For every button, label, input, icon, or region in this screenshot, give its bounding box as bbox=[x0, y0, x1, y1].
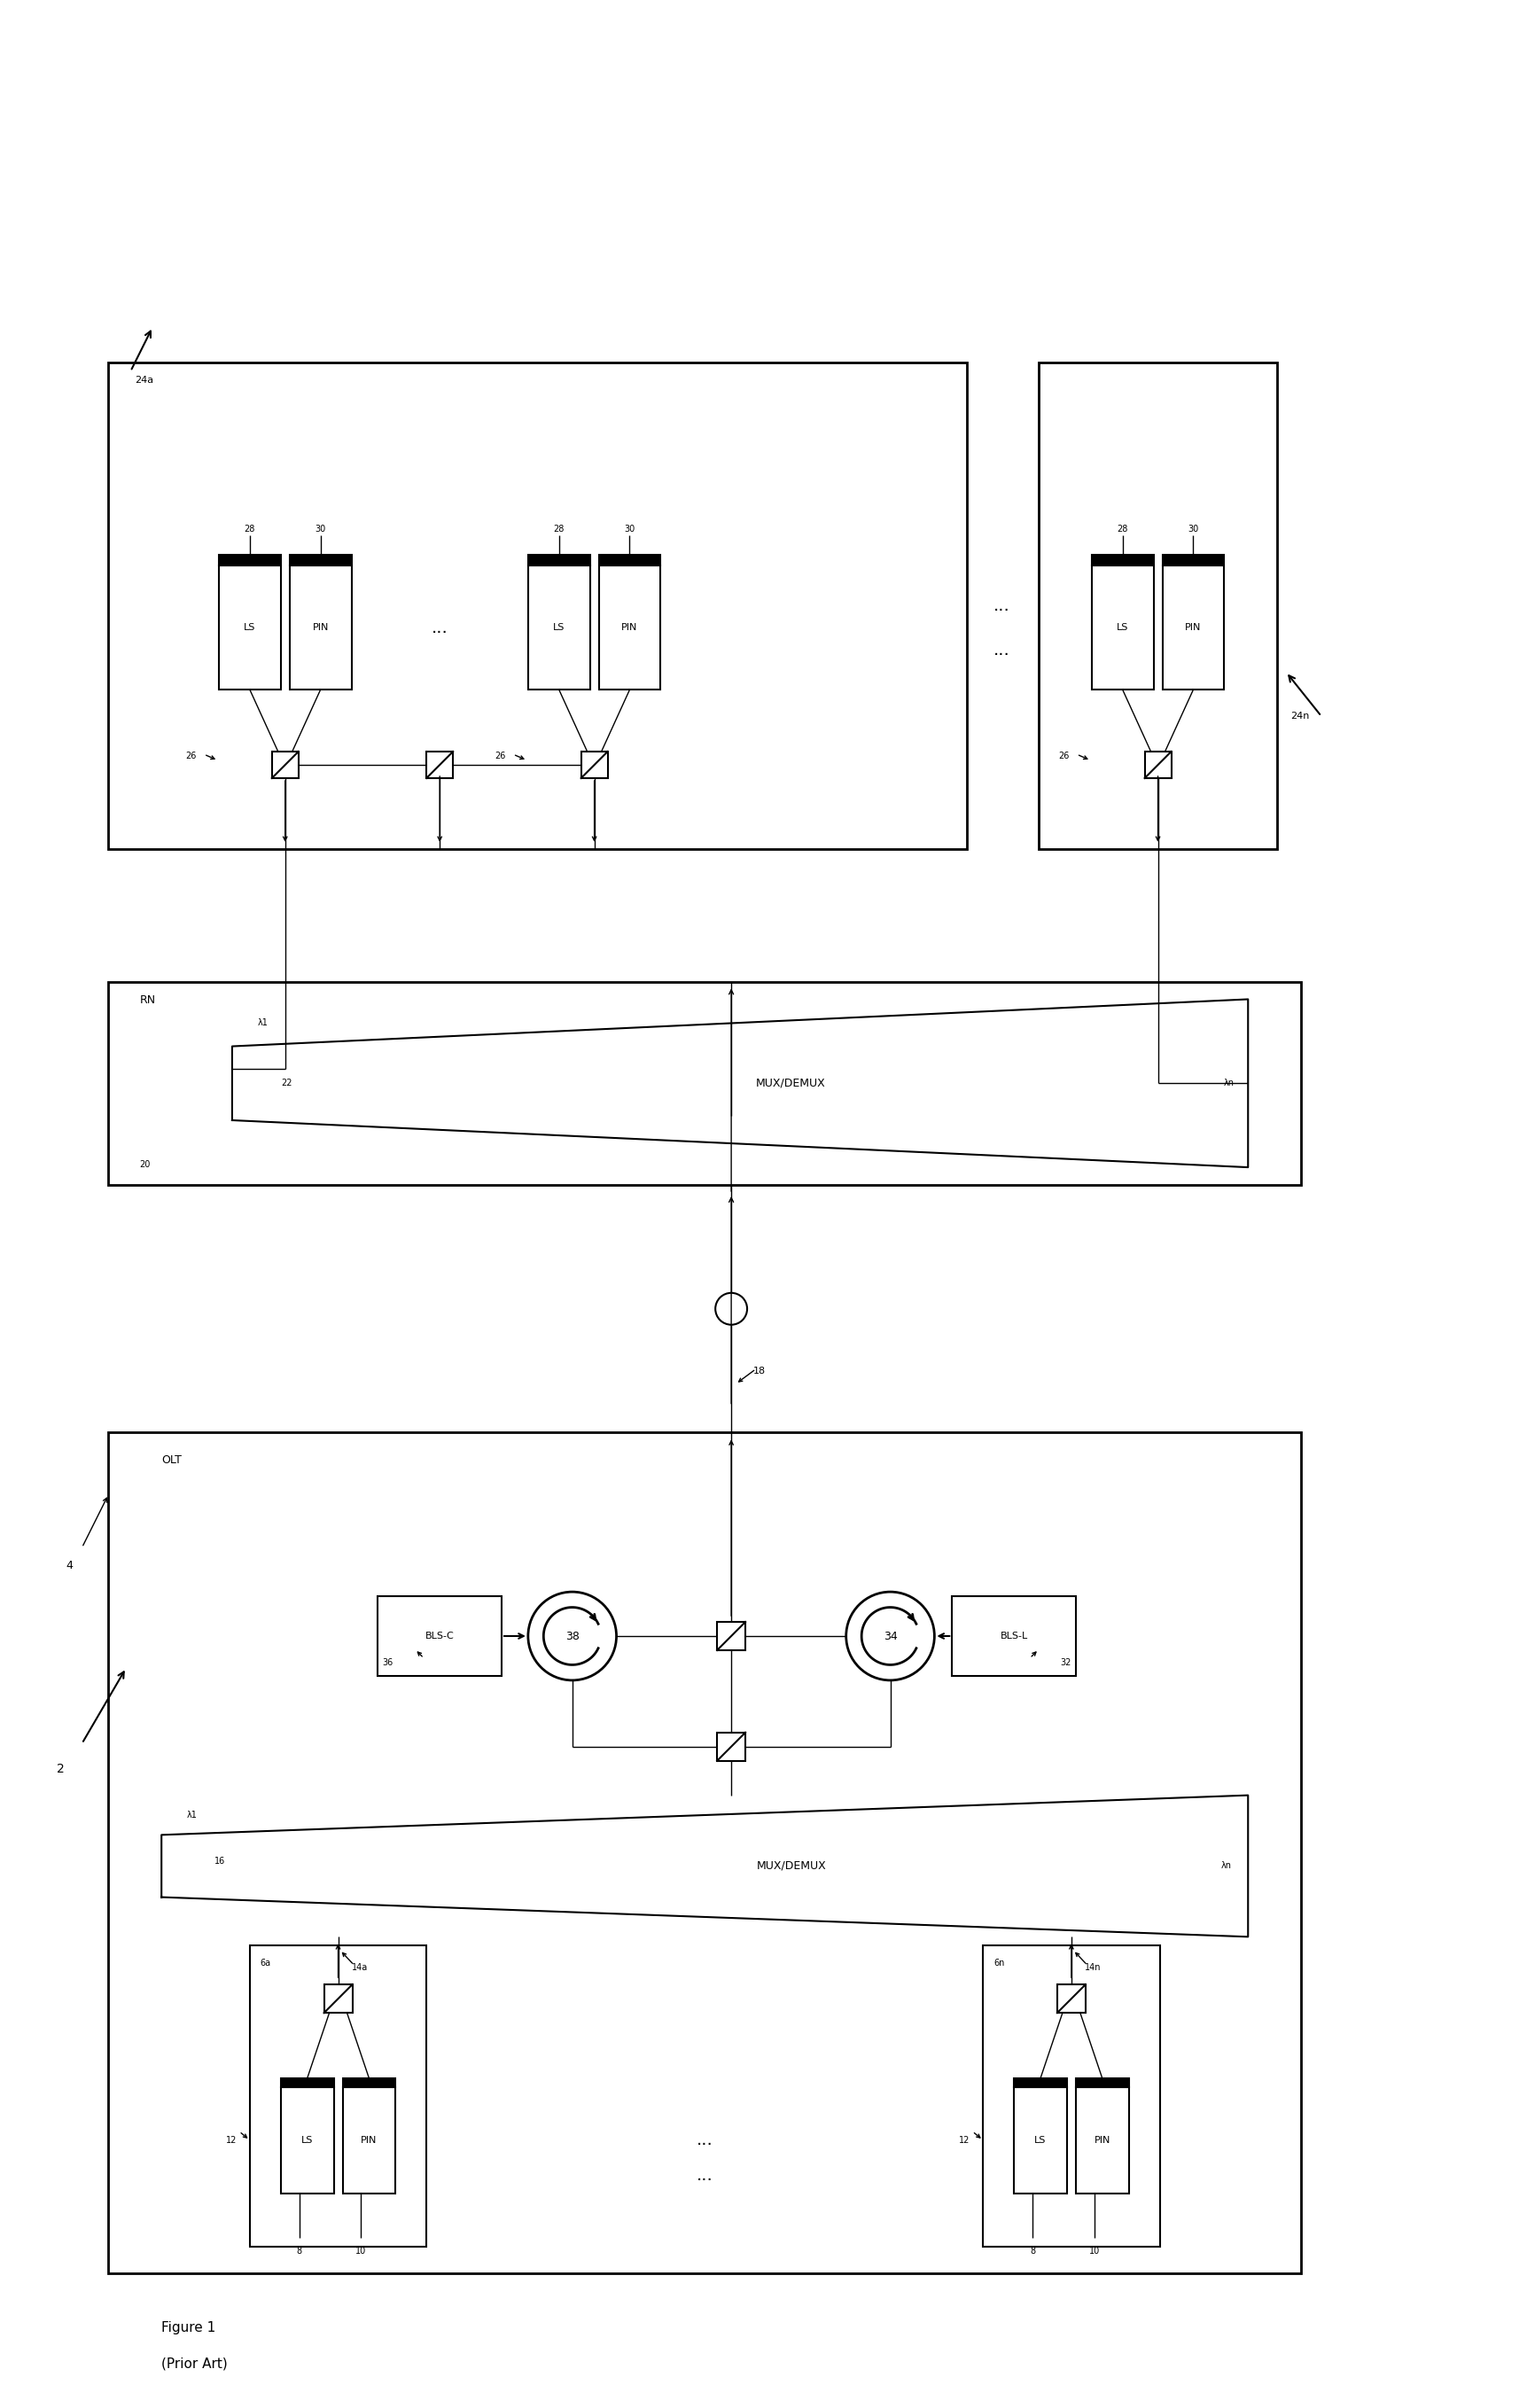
Text: 38: 38 bbox=[565, 1630, 579, 1642]
Text: PIN: PIN bbox=[360, 2136, 377, 2146]
Text: 8: 8 bbox=[1029, 2247, 1035, 2256]
Bar bbox=[1075, 2078, 1128, 2088]
Text: 30: 30 bbox=[1186, 525, 1199, 532]
Text: 26: 26 bbox=[186, 751, 197, 761]
Text: 24n: 24n bbox=[1290, 713, 1309, 720]
Text: 10: 10 bbox=[1089, 2247, 1099, 2256]
Bar bbox=[1014, 2088, 1066, 2194]
Text: 4: 4 bbox=[66, 1560, 73, 1570]
Text: ...: ... bbox=[993, 641, 1009, 657]
Text: 22: 22 bbox=[281, 1079, 292, 1088]
Bar bbox=[281, 2088, 333, 2194]
Bar bbox=[1014, 2078, 1066, 2088]
Text: 10: 10 bbox=[356, 2247, 366, 2256]
Text: PIN: PIN bbox=[312, 624, 328, 633]
Bar bbox=[1144, 751, 1171, 778]
Bar bbox=[1092, 566, 1153, 689]
Bar bbox=[1038, 364, 1277, 850]
Text: 14a: 14a bbox=[351, 1963, 368, 1972]
Circle shape bbox=[715, 1293, 747, 1324]
Bar bbox=[1162, 566, 1223, 689]
Bar bbox=[982, 1946, 1159, 2247]
Text: 12: 12 bbox=[226, 2136, 237, 2146]
Bar bbox=[528, 566, 589, 689]
Bar bbox=[716, 1731, 745, 1760]
Bar bbox=[1162, 556, 1223, 566]
Bar bbox=[290, 566, 351, 689]
Text: 6a: 6a bbox=[260, 1958, 270, 1967]
Text: ...: ... bbox=[431, 619, 447, 636]
Text: LS: LS bbox=[553, 624, 565, 633]
Bar bbox=[377, 1597, 501, 1676]
Bar bbox=[426, 751, 452, 778]
Bar bbox=[108, 364, 967, 850]
Text: 18: 18 bbox=[753, 1365, 765, 1375]
Text: 36: 36 bbox=[382, 1659, 392, 1666]
Bar bbox=[1075, 2088, 1128, 2194]
Text: LS: LS bbox=[244, 624, 255, 633]
Text: BLS-L: BLS-L bbox=[1000, 1633, 1028, 1640]
Bar bbox=[1057, 1984, 1084, 2013]
Text: OLT: OLT bbox=[162, 1454, 182, 1466]
Text: 16: 16 bbox=[214, 1857, 224, 1866]
Bar bbox=[716, 1623, 745, 1649]
Text: (Prior Art): (Prior Art) bbox=[162, 2357, 228, 2369]
Text: λn: λn bbox=[1220, 1861, 1231, 1871]
Text: BLS-C: BLS-C bbox=[425, 1633, 454, 1640]
Text: 12: 12 bbox=[959, 2136, 970, 2146]
Text: PIN: PIN bbox=[1185, 624, 1200, 633]
Text: ...: ... bbox=[993, 597, 1009, 614]
Text: LS: LS bbox=[1034, 2136, 1046, 2146]
Text: 30: 30 bbox=[625, 525, 635, 532]
Bar bbox=[342, 2088, 395, 2194]
Text: 26: 26 bbox=[1058, 751, 1069, 761]
Bar bbox=[1092, 556, 1153, 566]
Bar bbox=[599, 566, 660, 689]
Bar bbox=[580, 751, 608, 778]
Text: PIN: PIN bbox=[621, 624, 637, 633]
Text: 14n: 14n bbox=[1084, 1963, 1101, 1972]
Bar bbox=[599, 556, 660, 566]
Text: LS: LS bbox=[301, 2136, 313, 2146]
Bar bbox=[290, 556, 351, 566]
Bar bbox=[108, 1433, 1301, 2273]
Text: 8: 8 bbox=[296, 2247, 302, 2256]
Text: 28: 28 bbox=[244, 525, 255, 532]
Bar bbox=[218, 556, 281, 566]
Bar bbox=[528, 556, 589, 566]
Text: MUX/DEMUX: MUX/DEMUX bbox=[756, 1861, 826, 1871]
Text: λ1: λ1 bbox=[186, 1811, 197, 1820]
Text: MUX/DEMUX: MUX/DEMUX bbox=[756, 1076, 825, 1088]
Text: 20: 20 bbox=[139, 1161, 150, 1168]
Bar bbox=[324, 1984, 353, 2013]
Text: 26: 26 bbox=[495, 751, 505, 761]
Bar bbox=[342, 2078, 395, 2088]
Polygon shape bbox=[162, 1796, 1248, 1936]
Text: λn: λn bbox=[1223, 1079, 1234, 1088]
Bar bbox=[218, 566, 281, 689]
Text: PIN: PIN bbox=[1093, 2136, 1110, 2146]
Circle shape bbox=[846, 1592, 935, 1681]
Bar bbox=[250, 1946, 426, 2247]
Text: λ1: λ1 bbox=[258, 1019, 269, 1028]
Text: 30: 30 bbox=[315, 525, 325, 532]
Text: 24a: 24a bbox=[134, 376, 154, 385]
Bar bbox=[272, 751, 298, 778]
Bar bbox=[281, 2078, 333, 2088]
Text: LS: LS bbox=[1116, 624, 1128, 633]
Circle shape bbox=[528, 1592, 615, 1681]
Text: ...: ... bbox=[696, 2167, 713, 2184]
Bar bbox=[108, 982, 1301, 1185]
Bar bbox=[951, 1597, 1075, 1676]
Polygon shape bbox=[232, 999, 1248, 1168]
Text: Figure 1: Figure 1 bbox=[162, 2321, 215, 2336]
Text: 28: 28 bbox=[1116, 525, 1127, 532]
Text: 28: 28 bbox=[553, 525, 563, 532]
Text: 34: 34 bbox=[883, 1630, 896, 1642]
Text: 6n: 6n bbox=[993, 1958, 1005, 1967]
Text: 32: 32 bbox=[1060, 1659, 1070, 1666]
Text: ...: ... bbox=[696, 2131, 713, 2148]
Text: RN: RN bbox=[139, 995, 156, 1007]
Text: 2: 2 bbox=[56, 1763, 64, 1775]
